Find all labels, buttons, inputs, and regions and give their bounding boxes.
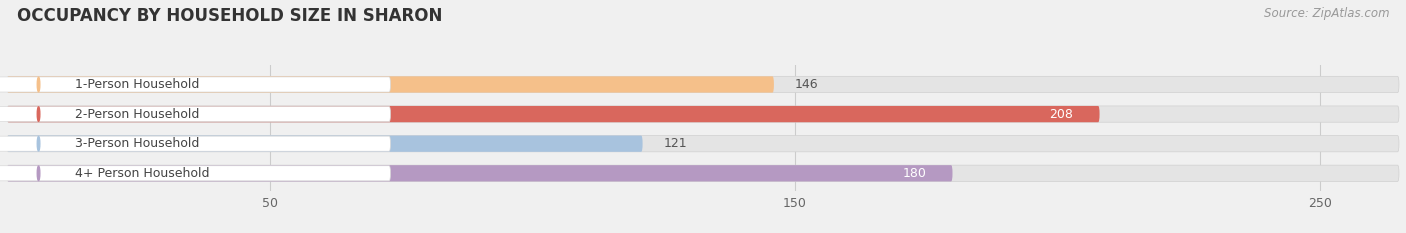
FancyBboxPatch shape	[7, 76, 1399, 93]
Circle shape	[37, 166, 39, 181]
FancyBboxPatch shape	[7, 106, 1099, 122]
Circle shape	[37, 107, 39, 121]
FancyBboxPatch shape	[7, 136, 643, 152]
Circle shape	[37, 137, 39, 151]
Circle shape	[37, 77, 39, 92]
FancyBboxPatch shape	[7, 136, 1399, 152]
Text: 180: 180	[903, 167, 927, 180]
Text: OCCUPANCY BY HOUSEHOLD SIZE IN SHARON: OCCUPANCY BY HOUSEHOLD SIZE IN SHARON	[17, 7, 443, 25]
Text: 146: 146	[794, 78, 818, 91]
FancyBboxPatch shape	[0, 136, 391, 151]
FancyBboxPatch shape	[0, 77, 391, 92]
Text: 3-Person Household: 3-Person Household	[76, 137, 200, 150]
Text: 1-Person Household: 1-Person Household	[76, 78, 200, 91]
Text: 4+ Person Household: 4+ Person Household	[76, 167, 209, 180]
FancyBboxPatch shape	[0, 106, 391, 122]
FancyBboxPatch shape	[7, 165, 952, 182]
FancyBboxPatch shape	[7, 165, 1399, 182]
Text: Source: ZipAtlas.com: Source: ZipAtlas.com	[1264, 7, 1389, 20]
Text: 208: 208	[1049, 108, 1073, 121]
FancyBboxPatch shape	[7, 106, 1399, 122]
FancyBboxPatch shape	[0, 166, 391, 181]
Text: 121: 121	[664, 137, 688, 150]
FancyBboxPatch shape	[7, 76, 773, 93]
Text: 2-Person Household: 2-Person Household	[76, 108, 200, 121]
